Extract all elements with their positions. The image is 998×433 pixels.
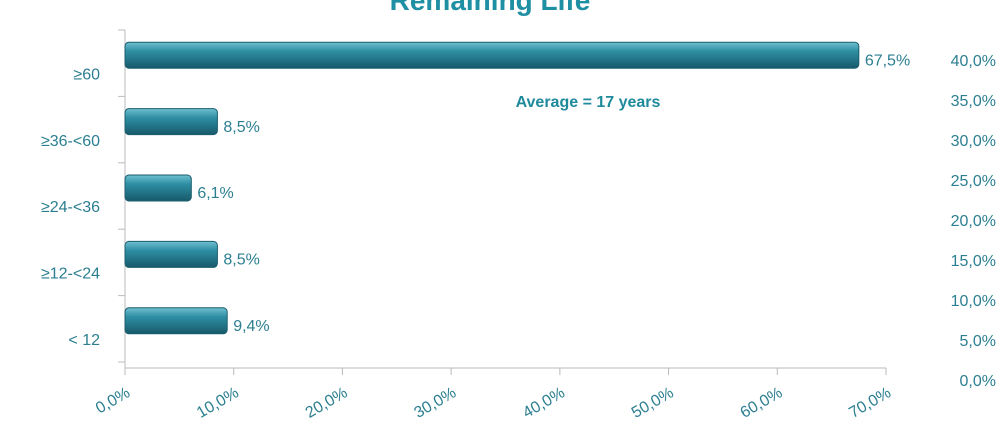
x-tick-label: 60,0% [738,384,786,421]
y2-tick-label: 35,0% [951,93,996,110]
chart-title: Remaining Life [390,0,591,16]
x-tick-label: 40,0% [520,384,568,421]
y-tick-label: ≥36-<60 [41,133,100,150]
y2-tick-label: 40,0% [951,53,996,70]
x-tick-label: 20,0% [303,384,351,421]
y2-tick-label: 5,0% [960,333,996,350]
data-label: 9,4% [233,318,269,335]
x-tick-label: 10,0% [194,384,242,421]
annotation: Average = 17 years [516,94,661,111]
bar [124,307,228,335]
y2-tick-label: 0,0% [960,373,996,390]
y2-tick-label: 25,0% [951,173,996,190]
bar [124,41,860,69]
data-label: 8,5% [223,252,259,269]
x-tick-label: 50,0% [629,384,677,421]
y2-tick-label: 30,0% [951,133,996,150]
data-label: 8,5% [223,119,259,136]
y2-tick-label: 20,0% [951,213,996,230]
y-tick-label: ≥60 [73,66,100,83]
bar [124,174,192,202]
data-label: 67,5% [865,52,910,69]
x-tick-label: 30,0% [411,384,459,421]
y-tick-label: ≥12-<24 [41,266,100,283]
y2-tick-label: 10,0% [951,293,996,310]
y2-tick-label: 15,0% [951,253,996,270]
data-label: 6,1% [197,185,233,202]
bar [124,240,218,268]
y-tick-label: ≥24-<36 [41,199,100,216]
bar [124,108,218,136]
x-tick-label: 70,0% [846,384,894,421]
y-tick-label: < 12 [68,332,100,349]
x-tick-label: 0,0% [93,384,133,417]
